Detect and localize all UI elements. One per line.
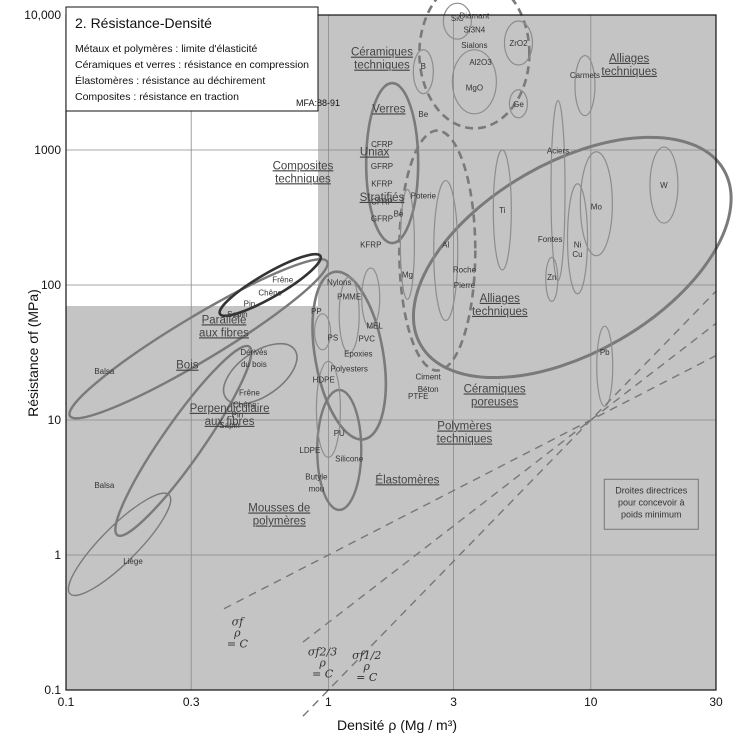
material-label: Al2O3 [469, 58, 492, 67]
material-label: GFRP [371, 162, 393, 171]
material-label: Ge [513, 100, 524, 109]
material-label: Frêne [239, 388, 260, 397]
material-label: Balsa [94, 367, 115, 376]
material-label: MgO [466, 84, 483, 93]
material-label: PMME [337, 293, 361, 302]
material-label: Silicone [335, 454, 364, 463]
y-tick-label: 100 [41, 278, 61, 292]
family-label: Verres [372, 103, 405, 115]
material-label: KFRP [360, 240, 381, 249]
subtitle-line-4: Composites : résistance en traction [75, 91, 239, 103]
subtitle-line-1: Métaux et polymères : limite d'élasticit… [75, 43, 257, 55]
material-label: Ciment [415, 373, 441, 382]
material-label: PTFE [408, 392, 428, 401]
material-label: Liège [123, 557, 143, 566]
material-label: PS [328, 333, 339, 342]
shaded-region [66, 15, 716, 690]
material-label: Epoxies [344, 350, 372, 359]
material-label: PU [334, 429, 345, 438]
x-tick-label: 0.3 [183, 695, 200, 709]
material-label: Ni [574, 240, 582, 249]
material-label: Mg [402, 270, 413, 279]
material-label: KFRP [371, 179, 392, 188]
shaded-background [66, 15, 716, 690]
material-label: Cu [572, 250, 582, 259]
x-tick-label: 1 [325, 695, 332, 709]
note-text: Droites directrices pour concevoir à poids… [615, 485, 688, 519]
material-label: B [421, 62, 426, 71]
y-tick-label: 10,000 [24, 8, 61, 22]
material-label: PVC [359, 335, 376, 344]
y-axis-title: Résistance σf (MPa) [25, 289, 41, 417]
family-label: Polymères techniques [437, 421, 493, 446]
reference-tag: MFA:88-91 [296, 98, 340, 108]
material-label: Pin [244, 299, 256, 308]
family-label: Uniax [360, 147, 390, 159]
family-label: Céramiques poreuses [464, 383, 526, 408]
material-label: Fontes [538, 235, 562, 244]
x-tick-label: 10 [584, 695, 598, 709]
material-label: Diamant [459, 12, 490, 21]
legend-box: 2. Résistance-Densité Métaux et polymère… [66, 7, 318, 111]
subtitle-line-2: Céramiques et verres : résistance en com… [75, 59, 309, 71]
y-tick-label: 1000 [34, 143, 61, 157]
family-label: Stratifiés [360, 192, 405, 204]
material-label: Polyesters [330, 365, 367, 374]
material-label: Aciers [547, 147, 569, 156]
y-tick-label: 10 [48, 413, 62, 427]
x-axis-title: Densité ρ (Mg / m³) [337, 717, 457, 733]
family-label: Alliages techniques [601, 53, 657, 78]
material-label: Pierre [454, 281, 476, 290]
material-label: Carmets [570, 71, 600, 80]
material-label: Pb [600, 348, 610, 357]
material-label: W [660, 181, 668, 190]
material-label: Dérivés [240, 348, 267, 357]
material-label: Ti [499, 206, 506, 215]
material-label: Zn [547, 273, 556, 282]
design-guide-note: Droites directrices pour concevoir à poids… [604, 479, 698, 529]
family-label: Parallèle aux fibres [199, 314, 249, 339]
family-label: Céramiques techniques [351, 47, 413, 72]
family-label: Élastomères [375, 473, 439, 486]
material-label: Mo [591, 203, 603, 212]
material-label: Roche [453, 266, 477, 275]
material-label: Be [394, 209, 404, 218]
material-label: Al [442, 240, 449, 249]
x-tick-label: 3 [450, 695, 457, 709]
x-tick-label: 30 [709, 695, 723, 709]
material-label: HDPE [313, 375, 335, 384]
material-label: PP [311, 307, 322, 316]
family-label: Alliages techniques [472, 293, 528, 318]
subtitle-line-3: Élastomères : résistance au déchirement [75, 74, 265, 87]
family-label: Bois [176, 360, 199, 372]
material-label: Be [418, 110, 428, 119]
material-label: ZrO2 [509, 39, 528, 48]
family-label: Composites techniques [273, 160, 334, 185]
material-label: du bois [241, 360, 267, 369]
material-label: Chêne [258, 288, 282, 297]
material-label: GFRP [371, 215, 393, 224]
material-label: mou [309, 485, 325, 494]
family-label: Mousses de polymères [248, 503, 310, 528]
chart-title: 2. Résistance-Densité [75, 15, 212, 31]
material-label: LDPE [299, 446, 320, 455]
material-label: Nylons [327, 278, 351, 287]
material-label: Sialons [461, 41, 487, 50]
material-label: Balsa [94, 481, 115, 490]
material-label: Poterie [411, 192, 437, 201]
x-tick-label: 0.1 [58, 695, 75, 709]
material-label: Butyle [305, 473, 328, 482]
material-label: MEL [366, 322, 383, 331]
y-tick-label: 0.1 [44, 683, 61, 697]
material-label: Si3N4 [463, 26, 485, 35]
y-tick-label: 1 [54, 548, 61, 562]
material-label: Frêne [272, 275, 293, 284]
